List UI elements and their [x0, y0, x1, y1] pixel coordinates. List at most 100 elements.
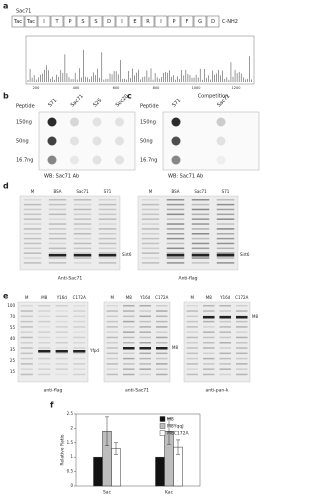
band-label: Yfpd	[89, 348, 99, 353]
lane-smear	[166, 252, 185, 254]
protein-band	[48, 254, 67, 257]
residue: S	[94, 19, 97, 25]
lane-smear	[73, 342, 86, 344]
blot-dot	[216, 117, 226, 127]
blot-dot	[171, 117, 181, 127]
lane-smear	[20, 326, 33, 328]
lane-smear	[20, 305, 33, 307]
residue: I	[160, 19, 161, 25]
spectrum-tick: 800	[153, 86, 160, 90]
lane-smear	[73, 315, 86, 318]
lane-smear	[186, 336, 199, 339]
legend-swatch	[159, 416, 166, 422]
lane-smear	[186, 326, 199, 328]
lane-smear	[155, 352, 168, 355]
residue-box	[206, 15, 220, 28]
residue: Tac	[13, 19, 22, 25]
lane-smear	[202, 347, 215, 349]
lane-smear	[38, 336, 51, 339]
blot-dot	[115, 155, 124, 165]
lane-smear	[23, 223, 42, 225]
blot-caption: WB: Sac71 Ab	[44, 174, 79, 180]
lane-smear	[155, 315, 168, 318]
lane-smear	[73, 373, 86, 376]
row-header: Peptide	[16, 104, 35, 110]
lane-smear	[219, 357, 232, 360]
y-tick-label: 2.5	[67, 411, 74, 416]
lane-smear	[219, 373, 232, 376]
lane-smear	[73, 233, 92, 235]
lane-smear	[191, 257, 210, 259]
lane-smear	[122, 357, 135, 360]
lane-smear	[216, 228, 235, 230]
lane-smear	[23, 218, 42, 220]
lane-label: M	[31, 189, 35, 194]
lane-smear	[141, 228, 160, 230]
x-tick-label: Sac	[103, 490, 112, 496]
lane-smear	[155, 305, 168, 307]
residue-box	[24, 15, 38, 28]
panel-label: b	[3, 92, 9, 101]
y-axis-label: Relative Ratio	[60, 434, 66, 465]
residue: E	[133, 19, 136, 25]
lane-smear	[20, 373, 33, 376]
residue-box	[115, 15, 129, 28]
lane-smear	[191, 199, 210, 201]
lane-smear	[186, 342, 199, 344]
lane-smear	[166, 262, 185, 264]
lane-smear	[166, 218, 185, 220]
lane-smear	[23, 252, 42, 254]
lane-smear	[139, 326, 152, 328]
lane-smear	[73, 228, 92, 230]
protein-band	[235, 316, 248, 319]
lane-smear	[191, 213, 210, 216]
residue: P	[68, 19, 71, 25]
lane-smear	[141, 262, 160, 264]
lane-smear	[186, 315, 199, 318]
lane-smear	[98, 247, 117, 250]
y-tick-label: 0.5	[67, 469, 74, 474]
lane-smear	[20, 368, 33, 370]
spectrum-tick: 600	[113, 86, 120, 90]
lane-smear	[191, 252, 210, 254]
error-bar	[114, 442, 118, 455]
lane-smear	[55, 310, 68, 312]
lane-label: Y16d	[139, 295, 151, 300]
row-label: 150ng	[140, 120, 156, 126]
lane-smear	[235, 320, 248, 323]
lane-smear	[216, 199, 235, 201]
marker-label: 40	[10, 336, 16, 341]
lane-smear	[23, 233, 42, 235]
spectrum-tick: 400	[73, 86, 80, 90]
protein-band	[55, 350, 68, 353]
lane-smear	[235, 352, 248, 355]
protein-band	[166, 254, 185, 257]
lane-smear	[98, 228, 117, 230]
lane-smear	[219, 310, 232, 312]
lane-smear	[219, 342, 232, 344]
residue-box	[193, 15, 207, 28]
error-bar	[176, 439, 180, 455]
y-tick-label: 1	[70, 454, 73, 459]
panel-label: a	[3, 2, 8, 11]
lane-smear	[139, 352, 152, 355]
lane-smear	[155, 368, 168, 370]
residue: P	[172, 19, 175, 25]
lane-smear	[155, 326, 168, 328]
x-tick-label: Kac	[165, 490, 174, 496]
lane-smear	[141, 208, 160, 211]
lane-smear	[55, 320, 68, 323]
lane-smear	[141, 218, 160, 220]
legend-label: M8YqqJ	[167, 424, 184, 430]
lane-smear	[186, 352, 199, 355]
lane-smear	[38, 352, 51, 355]
blot-dot	[92, 136, 102, 146]
lane-label: Sac71	[76, 189, 89, 194]
lane-smear	[106, 342, 119, 344]
lane-smear	[141, 242, 160, 245]
lane-smear	[73, 199, 92, 201]
lane-smear	[155, 336, 168, 339]
lane-smear	[73, 262, 92, 264]
lane-smear	[139, 336, 152, 339]
terminus: C-NH2	[222, 19, 238, 25]
